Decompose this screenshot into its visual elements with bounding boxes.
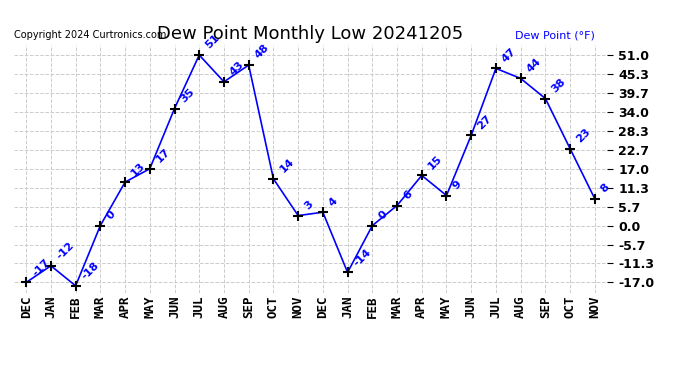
Text: -17: -17 bbox=[30, 257, 52, 278]
Text: 14: 14 bbox=[277, 156, 296, 175]
Text: Dew Point (°F): Dew Point (°F) bbox=[515, 30, 595, 40]
Text: Copyright 2024 Curtronics.com: Copyright 2024 Curtronics.com bbox=[14, 30, 166, 40]
Text: 8: 8 bbox=[599, 182, 611, 195]
Title: Dew Point Monthly Low 20241205: Dew Point Monthly Low 20241205 bbox=[157, 26, 464, 44]
Text: 0: 0 bbox=[104, 209, 117, 222]
Text: 27: 27 bbox=[475, 113, 493, 131]
Text: 43: 43 bbox=[228, 60, 246, 78]
Text: 51: 51 bbox=[204, 33, 221, 51]
Text: 0: 0 bbox=[377, 209, 389, 222]
Text: 38: 38 bbox=[549, 76, 567, 94]
Text: 4: 4 bbox=[327, 195, 339, 208]
Text: -14: -14 bbox=[352, 247, 373, 268]
Text: 9: 9 bbox=[451, 179, 463, 191]
Text: -12: -12 bbox=[55, 240, 77, 262]
Text: 6: 6 bbox=[401, 189, 414, 201]
Text: 15: 15 bbox=[426, 153, 444, 171]
Text: 48: 48 bbox=[253, 43, 271, 61]
Text: 35: 35 bbox=[179, 87, 197, 104]
Text: 47: 47 bbox=[500, 46, 518, 64]
Text: 3: 3 bbox=[302, 199, 315, 211]
Text: 13: 13 bbox=[129, 160, 147, 178]
Text: 17: 17 bbox=[154, 147, 172, 165]
Text: 44: 44 bbox=[525, 56, 543, 74]
Text: -18: -18 bbox=[80, 260, 101, 282]
Text: 23: 23 bbox=[574, 127, 592, 144]
